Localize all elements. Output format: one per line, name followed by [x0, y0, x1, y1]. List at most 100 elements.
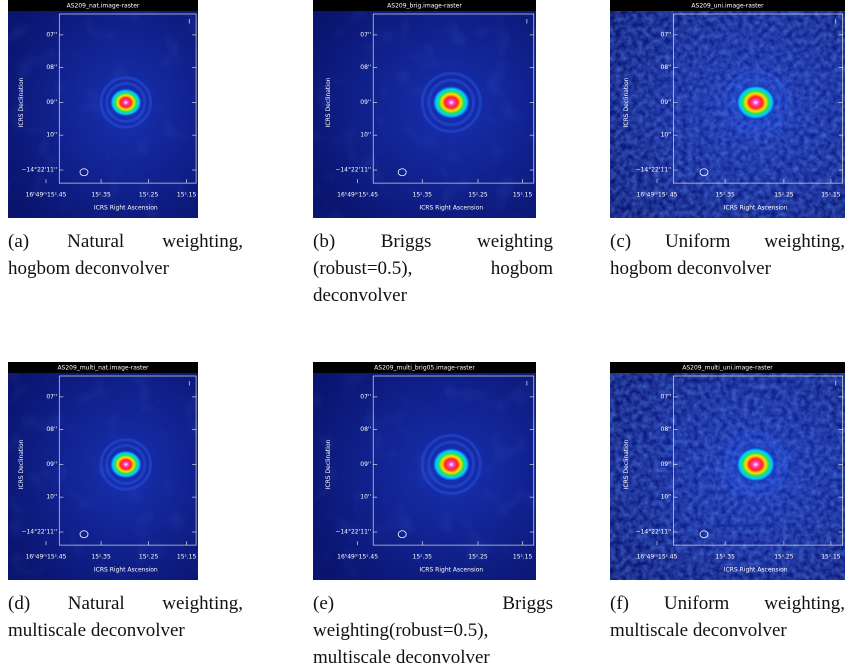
x-tick-label: 15ˢ.35 — [715, 554, 735, 561]
y-tick-label: −14°22'11'' — [636, 529, 672, 536]
y-tick-label: 10'' — [360, 494, 371, 501]
stokes-label: I — [526, 381, 528, 388]
ring — [105, 443, 147, 485]
ring — [723, 432, 788, 497]
caption: (f) Uniform weighting, multiscale deconv… — [610, 593, 845, 641]
y-tick-label: 09'' — [46, 99, 57, 106]
x-tick-label: 15ˢ.25 — [468, 192, 488, 199]
x-tick-label: 16ʰ49ᵐ15ˢ.45 — [337, 192, 378, 199]
source — [735, 84, 776, 121]
image-noise — [610, 373, 845, 580]
ring — [420, 433, 482, 495]
source — [735, 446, 776, 483]
subfigure: AS209_nat.image-raster I 07'' 08'' 09'' 10'' −… — [8, 0, 243, 282]
y-axis-label: ICRS Declination — [325, 77, 332, 127]
y-axis-label: ICRS Declination — [325, 439, 332, 489]
caption: (a) Natural weighting, hogbom deconvolve… — [8, 231, 243, 279]
source — [109, 450, 142, 479]
y-tick-label: 08'' — [661, 64, 672, 71]
y-tick-label: 07'' — [360, 393, 371, 400]
stokes-label: I — [188, 19, 190, 26]
image-title: AS209_uni.image-raster — [691, 3, 764, 10]
x-tick-label: 16ʰ49ᵐ15ˢ.45 — [637, 192, 678, 199]
sky-image: AS209_multi_uni.image-raster I 07'' 08'' 09'… — [610, 362, 845, 580]
x-tick-label: 15ˢ.15 — [177, 554, 197, 561]
y-tick-label: 07'' — [661, 31, 672, 38]
plot-box — [58, 375, 197, 546]
subfigure: AS209_brig.image-raster I 07'' 08'' 09'' 10''… — [313, 0, 553, 309]
y-tick-label: 08'' — [360, 426, 371, 433]
x-tick-label: 15ˢ.35 — [413, 192, 433, 199]
y-axis-label: ICRS Declination — [623, 77, 630, 127]
y-axis-label: ICRS Declination — [18, 77, 25, 127]
stokes-label: I — [835, 381, 837, 388]
caption: (c) Uniform weighting, hogbom deconvolve… — [610, 231, 845, 279]
y-tick-label: 09'' — [360, 99, 371, 106]
x-axis-label: ICRS Right Ascension — [724, 567, 788, 574]
ring — [427, 440, 476, 489]
y-tick-label: 08'' — [360, 64, 371, 71]
ring — [427, 78, 476, 127]
x-axis-label: ICRS Right Ascension — [419, 567, 483, 574]
ring — [730, 77, 781, 128]
subfigure: AS209_multi_brig05.image-raster I 07'' 08''… — [313, 362, 553, 670]
beam — [397, 168, 407, 177]
beam — [79, 168, 89, 177]
caption: (b) Briggs weighting (robust=0.5), hogbo… — [313, 231, 553, 306]
ring — [730, 439, 781, 490]
ring — [99, 76, 153, 129]
image-noise — [313, 373, 536, 580]
y-tick-label: 07'' — [46, 393, 57, 400]
ring — [105, 81, 147, 123]
subfigure: AS209_multi_nat.image-raster I 07'' 08'' 09'… — [8, 362, 243, 644]
image-noise — [8, 373, 198, 580]
y-axis-label: ICRS Declination — [18, 439, 25, 489]
beam — [699, 530, 709, 539]
x-tick-label: 15ˢ.25 — [774, 554, 794, 561]
y-tick-label: 10'' — [661, 132, 672, 139]
source — [432, 85, 471, 120]
x-tick-label: 16ʰ49ᵐ15ˢ.45 — [26, 192, 67, 199]
caption: (d) Natural weighting, multiscale deconv… — [8, 593, 243, 641]
image-title: AS209_multi_nat.image-raster — [57, 365, 149, 372]
x-tick-label: 15ˢ.35 — [91, 554, 111, 561]
x-tick-label: 15ˢ.15 — [821, 554, 841, 561]
x-tick-label: 15ˢ.35 — [413, 554, 433, 561]
plot-box — [673, 13, 843, 184]
sky-image: AS209_nat.image-raster I 07'' 08'' 09'' 10'' −… — [8, 0, 198, 218]
plot-box — [372, 375, 535, 546]
y-tick-label: 09'' — [360, 461, 371, 468]
beam — [397, 530, 407, 539]
x-tick-label: 15ˢ.15 — [821, 192, 841, 199]
stokes-label: I — [526, 19, 528, 26]
ring — [99, 438, 153, 491]
y-tick-label: −14°22'11'' — [21, 167, 57, 174]
y-tick-label: 10'' — [46, 132, 57, 139]
image-title: AS209_brig.image-raster — [387, 3, 462, 10]
beam — [79, 530, 89, 539]
y-tick-label: 08'' — [661, 426, 672, 433]
x-tick-label: 15ˢ.15 — [513, 192, 533, 199]
y-tick-label: 07'' — [661, 393, 672, 400]
y-tick-label: 07'' — [46, 31, 57, 38]
y-tick-label: 09'' — [661, 99, 672, 106]
x-tick-label: 15ˢ.15 — [177, 192, 197, 199]
ring — [420, 71, 482, 133]
image-title: AS209_nat.image-raster — [67, 3, 140, 10]
image-noise — [610, 11, 845, 218]
sky-image: AS209_multi_brig05.image-raster I 07'' 08''… — [313, 362, 536, 580]
subfigure: AS209_multi_uni.image-raster I 07'' 08'' 09'… — [610, 362, 845, 644]
source — [432, 447, 471, 482]
x-axis-label: ICRS Right Ascension — [724, 205, 788, 212]
stokes-label: I — [188, 381, 190, 388]
x-tick-label: 15ˢ.25 — [468, 554, 488, 561]
x-axis-label: ICRS Right Ascension — [419, 205, 483, 212]
x-tick-label: 15ˢ.25 — [774, 192, 794, 199]
x-tick-label: 15ˢ.25 — [139, 554, 159, 561]
y-axis-label: ICRS Declination — [623, 439, 630, 489]
sky-image: AS209_brig.image-raster I 07'' 08'' 09'' 10''… — [313, 0, 536, 218]
ring — [723, 70, 788, 135]
image-title: AS209_multi_brig05.image-raster — [374, 365, 475, 372]
source — [109, 88, 142, 117]
